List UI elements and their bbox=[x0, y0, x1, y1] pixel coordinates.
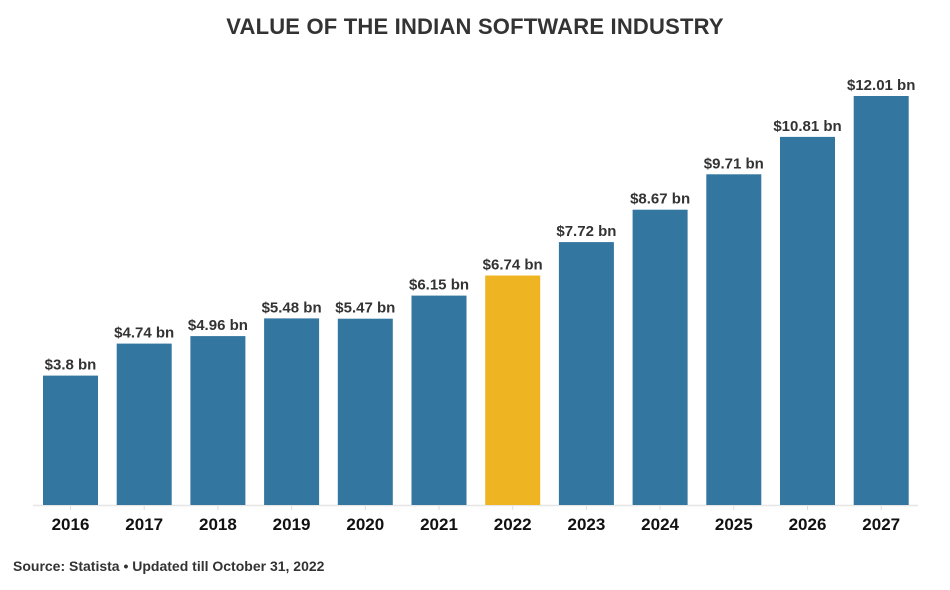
bar-2024 bbox=[632, 209, 688, 505]
bar-2021 bbox=[411, 295, 467, 505]
bar-2018 bbox=[190, 336, 246, 505]
data-label-2019: $5.48 bn bbox=[262, 299, 322, 316]
data-label-2016: $3.8 bn bbox=[45, 357, 97, 374]
data-label-2026: $10.81 bn bbox=[773, 118, 841, 135]
data-label-2025: $9.71 bn bbox=[704, 155, 764, 172]
bar-2017 bbox=[116, 343, 172, 505]
source-note: Source: Statista • Updated till October … bbox=[13, 558, 325, 574]
x-tick-label-2019: 2019 bbox=[273, 515, 311, 534]
x-tick-label-2022: 2022 bbox=[494, 515, 532, 534]
data-label-2018: $4.96 bn bbox=[188, 317, 248, 334]
bar-2026 bbox=[780, 136, 835, 505]
bar-2022 bbox=[485, 275, 541, 505]
bar-2020 bbox=[337, 318, 393, 505]
data-label-2020: $5.47 bn bbox=[335, 300, 395, 317]
data-label-2021: $6.15 bn bbox=[409, 277, 469, 294]
x-tick-label-2027: 2027 bbox=[862, 515, 900, 534]
x-tick-label-2026: 2026 bbox=[789, 515, 827, 534]
data-label-2027: $12.01 bn bbox=[847, 77, 915, 94]
bar-2027 bbox=[853, 96, 909, 505]
chart-title: VALUE OF THE INDIAN SOFTWARE INDUSTRY bbox=[226, 14, 724, 39]
bar-2019 bbox=[264, 318, 320, 505]
bar-2025 bbox=[706, 174, 762, 506]
data-label-2024: $8.67 bn bbox=[630, 191, 690, 208]
bar-2023 bbox=[558, 242, 614, 505]
data-label-2022: $6.74 bn bbox=[483, 256, 543, 273]
x-tick-label-2018: 2018 bbox=[199, 515, 237, 534]
x-tick-label-2024: 2024 bbox=[641, 515, 679, 534]
data-label-2023: $7.72 bn bbox=[556, 223, 616, 240]
x-tick-label-2017: 2017 bbox=[125, 515, 163, 534]
x-tick-label-2023: 2023 bbox=[567, 515, 605, 534]
bar-2016 bbox=[43, 375, 98, 505]
x-tick-label-2020: 2020 bbox=[346, 515, 384, 534]
x-tick-label-2025: 2025 bbox=[715, 515, 753, 534]
x-tick-label-2016: 2016 bbox=[52, 515, 90, 534]
x-tick-label-2021: 2021 bbox=[420, 515, 458, 534]
data-label-2017: $4.74 bn bbox=[114, 325, 174, 342]
